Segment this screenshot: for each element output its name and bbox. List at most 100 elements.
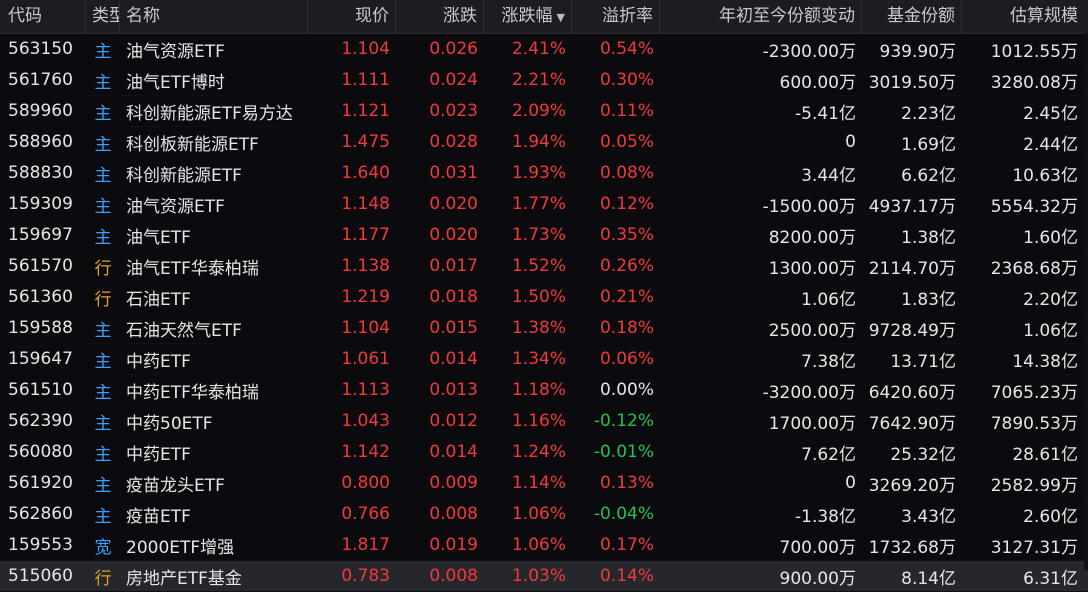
- column-header-change-pct[interactable]: 涨跌幅 ▼: [484, 0, 572, 33]
- cell-estimated-scale: 28.61亿: [1012, 444, 1078, 465]
- table-row[interactable]: 588830 主科创新能源ETF 1.640 0.031 1.93% 0.08% 3.44亿…: [0, 158, 1088, 189]
- cell-estimated-scale: 2.20亿: [1023, 289, 1078, 310]
- cell-name: 油气资源ETF: [126, 196, 225, 217]
- cell-premium: 0.12%: [599, 194, 654, 214]
- table-row[interactable]: 562860 主疫苗ETF 0.766 0.008 1.06% -0.04% -1.38亿 3…: [0, 499, 1088, 530]
- cell-price: 1.138: [341, 256, 390, 276]
- column-header-name[interactable]: 名称: [120, 0, 308, 33]
- cell-shares-change-ytd: 3.44亿: [801, 165, 856, 186]
- cell-estimated-scale: 6.31亿: [1023, 568, 1078, 589]
- cell-change: 0.008: [429, 566, 478, 586]
- cell-code: 561510: [8, 380, 73, 400]
- cell-premium: -0.04%: [593, 504, 654, 524]
- table-body: 563150 主油气资源ETF 1.104 0.026 2.41% 0.54% -2300.…: [0, 34, 1088, 592]
- table-row[interactable]: 159553 宽 2000ETF增强 1.817 0.019 1.06% 0.17% 700.…: [0, 530, 1088, 561]
- table-row[interactable]: 563150 主油气资源ETF 1.104 0.026 2.41% 0.54% -2300.…: [0, 34, 1088, 65]
- cell-type-badge: 行: [94, 258, 112, 279]
- cell-fund-shares: 2.23亿: [901, 103, 956, 124]
- cell-fund-shares: 3269.20万: [868, 475, 956, 496]
- cell-change-pct: 1.94%: [511, 132, 566, 152]
- table-row[interactable]: 589960 主科创新能源ETF易方达 1.121 0.023 2.09% 0.11% -5…: [0, 96, 1088, 127]
- cell-change-pct: 1.77%: [511, 194, 566, 214]
- table-row[interactable]: 561360 行石油ETF 1.219 0.018 1.50% 0.21% 1.06亿 1.8…: [0, 282, 1088, 313]
- table-row[interactable]: 561510 主中药ETF华泰柏瑞 1.113 0.013 1.18% 0.00% -320…: [0, 375, 1088, 406]
- cell-fund-shares: 1.69亿: [901, 134, 956, 155]
- cell-change-pct: 1.06%: [511, 504, 566, 524]
- table-row[interactable]: 159309 主油气资源ETF 1.148 0.020 1.77% 0.12% -1500.…: [0, 189, 1088, 220]
- cell-shares-change-ytd: 7.62亿: [801, 444, 856, 465]
- cell-fund-shares: 25.32亿: [890, 444, 956, 465]
- vertical-scrollbar[interactable]: [1084, 33, 1088, 570]
- table-row[interactable]: 588960 主科创板新能源ETF 1.475 0.028 1.94% 0.05% 0 1.6…: [0, 127, 1088, 158]
- cell-price: 1.177: [341, 225, 390, 245]
- cell-premium: 0.08%: [599, 163, 654, 183]
- cell-name: 石油天然气ETF: [126, 320, 242, 341]
- cell-change-pct: 1.34%: [511, 349, 566, 369]
- cell-fund-shares: 1732.68万: [868, 537, 956, 558]
- table-row[interactable]: 515060 行房地产ETF基金 0.783 0.008 1.03% 0.14% 900.0…: [0, 561, 1088, 592]
- cell-price: 1.219: [341, 287, 390, 307]
- table-row[interactable]: 159588 主石油天然气ETF 1.104 0.015 1.38% 0.18% 2500.…: [0, 313, 1088, 344]
- column-header-type[interactable]: 类型: [86, 0, 120, 33]
- cell-code: 562860: [8, 504, 73, 524]
- table-row[interactable]: 159697 主油气ETF 1.177 0.020 1.73% 0.35% 8200.00万…: [0, 220, 1088, 251]
- column-header-change[interactable]: 涨跌: [396, 0, 484, 33]
- cell-change-pct: 1.14%: [511, 473, 566, 493]
- cell-change: 0.012: [429, 411, 478, 431]
- cell-price: 0.766: [341, 504, 390, 524]
- cell-price: 1.061: [341, 349, 390, 369]
- cell-code: 159553: [8, 535, 73, 555]
- cell-code: 561920: [8, 473, 73, 493]
- cell-fund-shares: 6.62亿: [901, 165, 956, 186]
- column-header-estimated-scale[interactable]: 估算规模: [1010, 6, 1078, 26]
- cell-code: 515060: [8, 566, 73, 586]
- cell-premium: -0.12%: [593, 411, 654, 431]
- column-header-premium[interactable]: 溢折率: [572, 0, 660, 33]
- cell-code: 561360: [8, 287, 73, 307]
- column-header-fund-shares[interactable]: 基金份额: [862, 0, 962, 33]
- cell-change-pct: 1.93%: [511, 163, 566, 183]
- table-row[interactable]: 560080 主中药ETF 1.142 0.014 1.24% -0.01% 7.62亿 25…: [0, 437, 1088, 468]
- cell-shares-change-ytd: -2300.00万: [762, 41, 856, 62]
- cell-estimated-scale: 2368.68万: [990, 258, 1078, 279]
- cell-change: 0.026: [429, 39, 478, 59]
- table-row[interactable]: 561570 行油气ETF华泰柏瑞 1.138 0.017 1.52% 0.26% 1300…: [0, 251, 1088, 282]
- cell-premium: 0.35%: [599, 225, 654, 245]
- column-header-code[interactable]: 代码: [0, 0, 86, 33]
- cell-change-pct: 1.50%: [511, 287, 566, 307]
- cell-premium: 0.17%: [599, 535, 654, 555]
- table-row[interactable]: 561760 主油气ETF博时 1.111 0.024 2.21% 0.30% 600.00…: [0, 65, 1088, 96]
- cell-code: 159647: [8, 349, 73, 369]
- cell-price: 0.800: [341, 473, 390, 493]
- cell-shares-change-ytd: 2500.00万: [768, 320, 856, 341]
- cell-fund-shares: 3.43亿: [901, 506, 956, 527]
- cell-price: 1.043: [341, 411, 390, 431]
- cell-change: 0.031: [429, 163, 478, 183]
- cell-type-badge: 主: [94, 413, 112, 434]
- cell-name: 中药ETF: [126, 444, 191, 465]
- table-row[interactable]: 562390 主中药50ETF 1.043 0.012 1.16% -0.12% 1700.…: [0, 406, 1088, 437]
- cell-code: 159588: [8, 318, 73, 338]
- cell-change-pct: 1.38%: [511, 318, 566, 338]
- cell-shares-change-ytd: 0: [845, 473, 856, 493]
- cell-estimated-scale: 1012.55万: [990, 41, 1078, 62]
- cell-type-badge: 主: [94, 41, 112, 62]
- cell-price: 1.142: [341, 442, 390, 462]
- cell-price: 1.148: [341, 194, 390, 214]
- cell-change: 0.020: [429, 225, 478, 245]
- table-row[interactable]: 159647 主中药ETF 1.061 0.014 1.34% 0.06% 7.38亿 13.…: [0, 344, 1088, 375]
- column-header-shares-change-ytd[interactable]: 年初至今份额变动: [660, 0, 862, 33]
- cell-premium: 0.06%: [599, 349, 654, 369]
- cell-price: 1.640: [341, 163, 390, 183]
- cell-change: 0.018: [429, 287, 478, 307]
- cell-name: 疫苗龙头ETF: [126, 475, 225, 496]
- cell-name: 中药ETF华泰柏瑞: [126, 382, 259, 403]
- column-header-price[interactable]: 现价: [308, 0, 396, 33]
- table-row[interactable]: 561920 主疫苗龙头ETF 0.800 0.009 1.14% 0.13% 0 3269.…: [0, 468, 1088, 499]
- cell-type-badge: 宽: [94, 537, 112, 558]
- cell-shares-change-ytd: 900.00万: [779, 568, 856, 589]
- cell-code: 560080: [8, 442, 73, 462]
- cell-price: 1.817: [341, 535, 390, 555]
- cell-type-badge: 主: [94, 320, 112, 341]
